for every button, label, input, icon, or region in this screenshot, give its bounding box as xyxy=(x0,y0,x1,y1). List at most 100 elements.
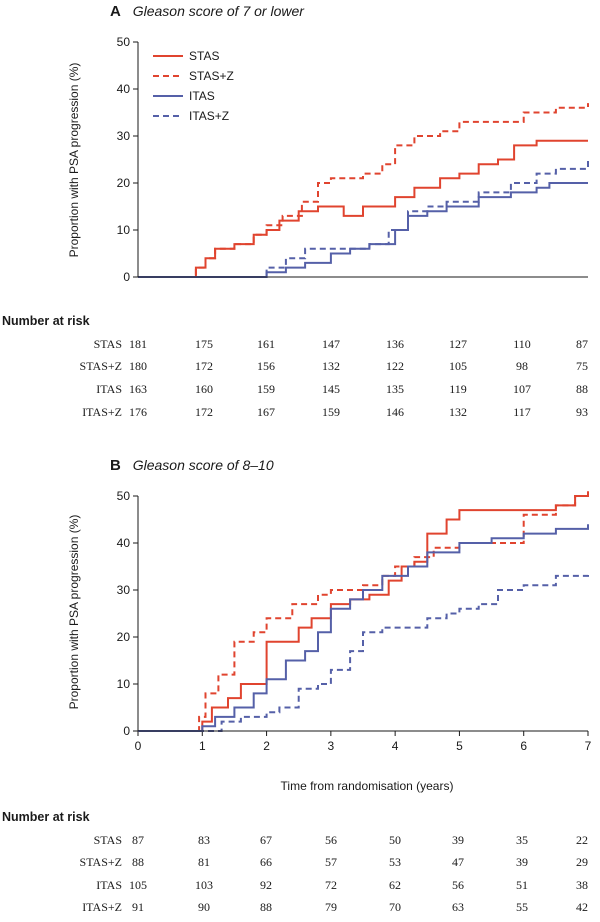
panel-a-risk-table: STAS 181 175 161 147 136 127 110 87 STAS+Z 180 172 1… xyxy=(80,337,588,419)
risk-cell-stas-z-5: 105 xyxy=(449,359,467,373)
risk-cell-itas-2: 159 xyxy=(257,382,275,396)
y-tick-label-20: 20 xyxy=(117,630,131,644)
risk-cell-itas-z-4: 146 xyxy=(386,405,404,419)
risk-cell-stas-z-0: 180 xyxy=(129,359,147,373)
x-tick-label-1: 1 xyxy=(199,739,206,753)
panel-a-letter: A xyxy=(110,3,121,20)
y-tick-label-50: 50 xyxy=(117,35,131,49)
panel-a-series xyxy=(138,103,589,278)
risk-cell-stas-6: 35 xyxy=(516,833,528,847)
panel-b-risk-table: STAS 87 83 67 56 50 39 35 22 STAS+Z 88 81 66 57 53 47 39… xyxy=(80,833,588,914)
risk-cell-stas-7: 22 xyxy=(576,833,588,847)
panel-b-x-axis-label: Time from randomisation (years) xyxy=(281,779,454,793)
y-tick-label-30: 30 xyxy=(117,129,131,143)
risk-group-label-stas-z: STAS+Z xyxy=(80,855,122,869)
y-tick-label-0: 0 xyxy=(123,724,130,738)
x-tick-label-3: 3 xyxy=(328,739,335,753)
risk-cell-itas-z-0: 91 xyxy=(132,900,144,914)
risk-cell-stas-z-0: 88 xyxy=(132,855,144,869)
risk-cell-stas-z-6: 39 xyxy=(516,855,528,869)
risk-group-label-itas-z: ITAS+Z xyxy=(82,900,122,914)
panel-b-title: B Gleason score of 8–10 xyxy=(110,457,274,474)
risk-cell-stas-0: 181 xyxy=(129,337,147,351)
y-tick-label-40: 40 xyxy=(117,82,131,96)
risk-cell-itas-3: 145 xyxy=(322,382,340,396)
panel-b-risk-title: Number at risk xyxy=(2,810,90,824)
panel-a-y-axis-label-text: Proportion with PSA progression (%) xyxy=(67,63,81,258)
risk-cell-stas-2: 161 xyxy=(257,337,275,351)
risk-group-label-itas: ITAS xyxy=(96,382,122,396)
risk-cell-stas-z-7: 75 xyxy=(576,359,588,373)
y-tick-label-50: 50 xyxy=(117,489,131,503)
x-tick-label-0: 0 xyxy=(135,739,142,753)
risk-cell-stas-0: 87 xyxy=(132,833,144,847)
risk-cell-stas-4: 50 xyxy=(389,833,401,847)
series-line-itas-z xyxy=(138,571,589,732)
risk-cell-itas-z-4: 70 xyxy=(389,900,401,914)
panel-b-series xyxy=(138,491,589,732)
risk-cell-stas-z-5: 47 xyxy=(452,855,464,869)
series-line-stas-z xyxy=(138,103,589,278)
x-tick-label-2: 2 xyxy=(263,739,270,753)
panel-a-y-axis-label: Proportion with PSA progression (%) xyxy=(67,63,81,258)
risk-cell-itas-z-1: 90 xyxy=(198,900,210,914)
risk-cell-itas-6: 51 xyxy=(516,878,528,892)
risk-cell-itas-z-7: 42 xyxy=(576,900,588,914)
y-tick-label-0: 0 xyxy=(123,270,130,284)
risk-cell-itas-z-5: 63 xyxy=(452,900,464,914)
risk-cell-itas-z-6: 117 xyxy=(513,405,531,419)
risk-cell-itas-z-2: 167 xyxy=(257,405,275,419)
risk-cell-stas-1: 83 xyxy=(198,833,210,847)
risk-cell-itas-5: 119 xyxy=(449,382,467,396)
series-line-stas-z xyxy=(138,495,588,732)
risk-cell-itas-1: 103 xyxy=(195,878,213,892)
risk-cell-stas-3: 147 xyxy=(322,337,340,351)
risk-cell-stas-z-7: 29 xyxy=(576,855,588,869)
risk-cell-itas-0: 105 xyxy=(129,878,147,892)
risk-group-label-stas: STAS xyxy=(94,337,122,351)
legend-label-itas-z: ITAS+Z xyxy=(189,109,229,123)
risk-cell-stas-z-3: 57 xyxy=(325,855,337,869)
risk-cell-stas-5: 39 xyxy=(452,833,464,847)
panel-b-x-ticks: 0 1 2 3 4 5 6 7 xyxy=(135,731,592,753)
series-line-stas xyxy=(138,139,588,278)
risk-cell-stas-7: 87 xyxy=(576,337,588,351)
x-tick-label-5: 5 xyxy=(456,739,463,753)
risk-cell-itas-z-3: 79 xyxy=(325,900,337,914)
risk-group-label-itas: ITAS xyxy=(96,878,122,892)
legend-label-itas: ITAS xyxy=(189,89,215,103)
risk-cell-itas-4: 135 xyxy=(386,382,404,396)
risk-cell-itas-z-5: 132 xyxy=(449,405,467,419)
x-tick-label-4: 4 xyxy=(392,739,399,753)
series-line-itas xyxy=(138,524,589,732)
risk-cell-itas-z-6: 55 xyxy=(516,900,528,914)
y-tick-label-10: 10 xyxy=(117,677,131,691)
y-tick-label-40: 40 xyxy=(117,536,131,550)
risk-cell-stas-2: 67 xyxy=(260,833,272,847)
panel-b-y-axis-label: Proportion with PSA progression (%) xyxy=(67,515,81,710)
risk-cell-stas-z-3: 132 xyxy=(322,359,340,373)
risk-group-label-stas-z: STAS+Z xyxy=(80,359,122,373)
risk-cell-itas-7: 38 xyxy=(576,878,588,892)
risk-cell-stas-4: 136 xyxy=(386,337,404,351)
risk-cell-stas-z-2: 66 xyxy=(260,855,272,869)
risk-cell-stas-z-4: 53 xyxy=(389,855,401,869)
legend-label-stas-z: STAS+Z xyxy=(189,69,234,83)
panel-a-legend: STAS STAS+Z ITAS ITAS+Z xyxy=(153,49,234,123)
panel-a-risk-title: Number at risk xyxy=(2,314,90,328)
risk-cell-stas-z-1: 81 xyxy=(198,855,210,869)
y-tick-label-10: 10 xyxy=(117,223,131,237)
panel-b-subtitle: Gleason score of 8–10 xyxy=(133,457,274,473)
legend-label-stas: STAS xyxy=(189,49,219,63)
panel-b: B Gleason score of 8–10 Proportion with … xyxy=(2,457,592,914)
x-tick-label-6: 6 xyxy=(520,739,527,753)
risk-cell-stas-z-1: 172 xyxy=(195,359,213,373)
risk-cell-itas-z-1: 172 xyxy=(195,405,213,419)
x-tick-label-7: 7 xyxy=(585,739,592,753)
risk-cell-itas-z-0: 176 xyxy=(129,405,147,419)
panel-b-y-axis-label-text: Proportion with PSA progression (%) xyxy=(67,515,81,710)
panel-b-y-ticks: 0 10 20 30 40 50 xyxy=(117,489,138,738)
y-tick-label-20: 20 xyxy=(117,176,131,190)
panel-b-letter: B xyxy=(110,457,121,474)
risk-cell-itas-4: 62 xyxy=(389,878,401,892)
